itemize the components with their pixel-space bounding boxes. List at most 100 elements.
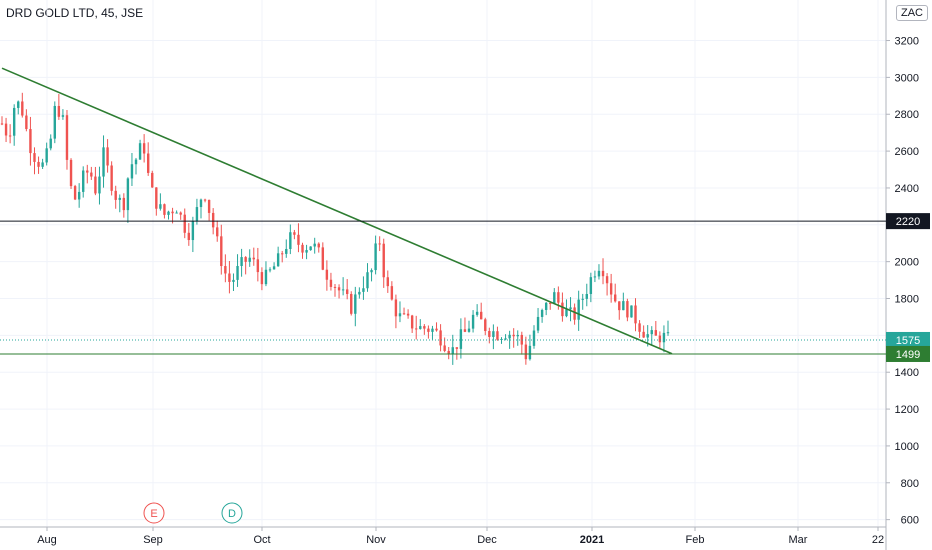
candle-body xyxy=(126,178,130,211)
candle-body xyxy=(114,190,117,200)
y-tick-label: 600 xyxy=(901,515,919,527)
candle-body xyxy=(540,309,544,317)
candle-body xyxy=(544,302,548,310)
candle-body xyxy=(666,332,670,334)
resistance-price-label-bg xyxy=(886,213,930,230)
candle-body xyxy=(394,299,398,317)
y-tick-label: 3200 xyxy=(895,36,919,48)
candle-body xyxy=(459,329,463,349)
candle-body xyxy=(516,334,519,337)
candle-body xyxy=(512,334,515,337)
candle-body xyxy=(614,294,617,302)
y-tick-label: 800 xyxy=(901,478,919,490)
candle-body xyxy=(33,153,36,162)
candle-body xyxy=(146,153,150,173)
candle-body xyxy=(325,269,329,280)
candle-body xyxy=(220,236,223,267)
candle-body xyxy=(431,328,434,332)
candle-body xyxy=(329,279,333,287)
candle-body xyxy=(216,227,219,237)
candle-body xyxy=(520,334,524,345)
candle-body xyxy=(354,294,357,314)
candle-body xyxy=(244,257,247,262)
candle-body xyxy=(419,326,422,329)
candle-body xyxy=(159,204,162,209)
candle-body xyxy=(57,105,61,117)
candle-body xyxy=(439,330,442,346)
candle-body xyxy=(427,328,430,332)
x-tick-label: Nov xyxy=(366,534,386,546)
candle-body xyxy=(642,331,645,338)
candle-body xyxy=(406,313,410,316)
symbol-title: DRD GOLD LTD, 45, JSE xyxy=(6,6,144,20)
candle-body xyxy=(151,172,154,188)
candle-body xyxy=(553,292,556,305)
candle-body xyxy=(321,247,325,270)
candle-body xyxy=(508,334,511,339)
candle-body xyxy=(386,277,389,287)
candle-body xyxy=(138,143,142,160)
candle-body xyxy=(122,197,126,211)
x-tick-label: 22 xyxy=(872,534,884,546)
candle-body xyxy=(585,294,588,299)
candle-body xyxy=(528,345,532,360)
candle-body xyxy=(61,115,65,117)
candle-body xyxy=(577,299,580,320)
candle-body xyxy=(504,338,507,340)
resistance-price-label: 2220 xyxy=(896,216,920,228)
candle-body xyxy=(224,266,227,274)
candle-body xyxy=(130,164,134,179)
candle-body xyxy=(484,319,487,332)
candle-body xyxy=(313,243,316,247)
candle-body xyxy=(4,123,8,136)
candle-body xyxy=(8,135,12,137)
candle-body xyxy=(658,335,662,343)
earnings-marker[interactable] xyxy=(143,502,165,524)
candle-body xyxy=(301,244,304,253)
candle-body xyxy=(609,283,613,295)
candle-body xyxy=(451,347,454,354)
candle-body xyxy=(25,115,28,130)
trend-line[interactable] xyxy=(1,67,673,355)
y-tick-label: 2600 xyxy=(895,146,919,158)
candle-body xyxy=(82,170,85,192)
candle-body xyxy=(45,148,48,163)
candle-body xyxy=(467,328,471,332)
candle-body xyxy=(605,276,609,284)
candle-body xyxy=(536,316,540,331)
candle-body xyxy=(638,323,641,332)
candle-body xyxy=(232,279,235,282)
x-tick-label: Feb xyxy=(686,534,705,546)
candle-body xyxy=(581,298,584,300)
candle-body xyxy=(362,288,365,292)
currency-button[interactable]: ZAC xyxy=(896,5,928,21)
candle-body xyxy=(496,331,499,340)
candle-body xyxy=(370,270,373,273)
x-tick-label: Mar xyxy=(789,534,808,546)
candle-body xyxy=(49,138,52,149)
candle-body xyxy=(573,307,576,320)
candle-body xyxy=(175,212,178,214)
candle-body xyxy=(532,330,536,346)
candle-body xyxy=(646,334,649,338)
y-tick-label: 2800 xyxy=(895,109,919,121)
candle-body xyxy=(654,330,658,336)
candle-body xyxy=(630,305,633,318)
candle-body xyxy=(549,302,552,305)
candle-body xyxy=(463,329,467,332)
y-tick-label: 2000 xyxy=(895,257,919,269)
candle-body xyxy=(626,301,629,318)
candle-body xyxy=(333,286,337,288)
candle-body xyxy=(285,248,288,254)
dividend-marker[interactable] xyxy=(221,502,243,524)
candle-body xyxy=(171,211,174,214)
candle-body xyxy=(155,187,158,209)
support-price-label-bg xyxy=(886,345,930,362)
candle-body xyxy=(569,307,572,310)
candle-body xyxy=(86,170,89,173)
x-tick-label: Dec xyxy=(477,534,497,546)
candle-body xyxy=(337,287,341,291)
candle-body xyxy=(289,232,292,249)
